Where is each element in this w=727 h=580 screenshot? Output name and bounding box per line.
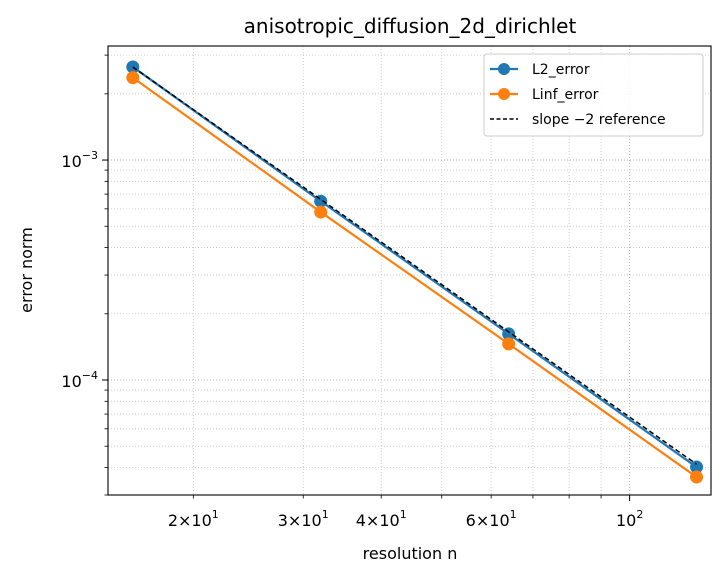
- data-point: [502, 337, 516, 351]
- legend-label: Linf_error: [532, 87, 599, 103]
- data-point: [690, 470, 704, 484]
- data-point: [126, 71, 140, 85]
- data-point: [314, 205, 328, 219]
- series-1: [126, 71, 704, 484]
- legend-marker: [498, 88, 510, 100]
- x-tick-label: 3×101: [278, 508, 329, 530]
- y-tick-label: 10−4: [61, 369, 98, 391]
- legend-box: [483, 53, 704, 137]
- legend-item: slope −2 reference: [490, 112, 666, 128]
- x-tick-label: 102: [616, 508, 643, 530]
- data-point: [690, 460, 704, 474]
- y-tick-labels: 10−3 10−4: [61, 149, 98, 391]
- data-point: [502, 327, 516, 341]
- x-tick-label: 4×101: [356, 508, 407, 530]
- x-tick-labels: 2×101 3×101 4×101 6×101 102: [168, 508, 643, 530]
- plot-frame: [107, 45, 712, 496]
- legend-item: L2_error: [490, 62, 590, 78]
- chart-title: anisotropic_diffusion_2d_dirichlet: [244, 14, 577, 38]
- series-line: [132, 66, 698, 465]
- y-axis-label: error norm: [17, 227, 36, 313]
- series-line: [132, 76, 698, 478]
- legend-label: L2_error: [532, 62, 590, 78]
- legend-marker: [498, 63, 510, 75]
- y-tick-label: 10−3: [61, 149, 98, 171]
- axis-ticks: [102, 54, 631, 501]
- series-layer: [126, 60, 704, 484]
- x-axis-label: resolution n: [363, 544, 458, 563]
- legend-item: Linf_error: [490, 87, 599, 103]
- x-tick-label: 6×101: [466, 508, 517, 530]
- legend-label: slope −2 reference: [532, 112, 666, 128]
- x-tick-label: 2×101: [168, 508, 219, 530]
- series-2: [132, 66, 698, 465]
